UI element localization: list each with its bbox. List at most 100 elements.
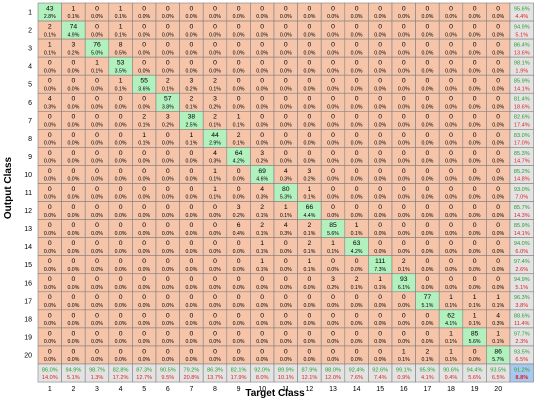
cell-count: 3 <box>331 276 335 283</box>
cell-percent: 0.0% <box>185 339 197 345</box>
cell-count: 0 <box>142 5 146 12</box>
cell-percent: 0.0% <box>492 249 504 255</box>
cell-count: 6 <box>237 222 241 229</box>
cell-percent: 0.0% <box>421 339 433 345</box>
cell-count: 3 <box>190 78 194 85</box>
cell-percent: 0.1% <box>280 213 292 219</box>
cell-percent: 0.0% <box>115 357 127 363</box>
cell-count: 1 <box>331 240 335 247</box>
cell-count: 0 <box>331 5 335 12</box>
cell-percent: 0.2% <box>303 177 315 183</box>
cell-count: 63 <box>353 240 361 247</box>
cell-percent: 0.0% <box>162 267 174 273</box>
cell-percent: 0.1% <box>67 14 79 20</box>
cell-count: 0 <box>72 312 76 319</box>
cell-count: 0 <box>449 276 453 283</box>
cell-percent: 0.0% <box>209 231 221 237</box>
cell-percent: 0.0% <box>374 231 386 237</box>
cell-count: 0 <box>72 78 76 85</box>
cell-percent: 0.2% <box>67 50 79 56</box>
cell-percent: 0.0% <box>351 321 363 327</box>
cell-count: 0 <box>284 5 288 12</box>
cell-percent: 0.2% <box>233 213 245 219</box>
cell-percent: 0.0% <box>421 32 433 38</box>
cell-count: 1 <box>402 348 406 355</box>
cell-count: 0 <box>449 186 453 193</box>
cell-count: 0 <box>473 23 477 30</box>
cell-percent: 0.0% <box>185 68 197 74</box>
cell-percent: 0.0% <box>138 177 150 183</box>
cell-percent: 0.0% <box>374 303 386 309</box>
cell-count: 0 <box>355 258 359 265</box>
cell-count: 0 <box>331 312 335 319</box>
col-accuracy: 90.6% <box>443 367 459 373</box>
cell-count: 0 <box>95 186 99 193</box>
cell-percent: 0.0% <box>280 285 292 291</box>
cell-count: 0 <box>284 348 288 355</box>
cell-count: 0 <box>213 330 217 337</box>
cell-count: 0 <box>284 276 288 283</box>
cell-percent: 0.1% <box>185 104 197 110</box>
cell-percent: 0.0% <box>421 14 433 20</box>
cell-percent: 0.0% <box>280 86 292 92</box>
cell-count: 0 <box>95 348 99 355</box>
cell-count: 0 <box>72 114 76 121</box>
cell-count: 0 <box>166 150 170 157</box>
cell-percent: 0.0% <box>374 177 386 183</box>
col-error: 12.7% <box>136 375 152 381</box>
cell-count: 0 <box>166 330 170 337</box>
cell-percent: 0.0% <box>44 141 56 147</box>
cell-percent: 0.0% <box>327 14 339 20</box>
cell-percent: 0.0% <box>162 339 174 345</box>
y-tick-label: 8 <box>28 136 32 143</box>
cell-count: 0 <box>237 330 241 337</box>
cell-count: 0 <box>473 222 477 229</box>
cell-count: 0 <box>355 150 359 157</box>
cell-count: 0 <box>119 114 123 121</box>
cell-count: 0 <box>378 222 382 229</box>
cell-count: 85 <box>329 222 337 229</box>
cell-count: 0 <box>119 222 123 229</box>
cell-percent: 0.0% <box>91 159 103 165</box>
cell-count: 0 <box>48 222 52 229</box>
cell-count: 0 <box>72 96 76 103</box>
cell-percent: 0.0% <box>162 357 174 363</box>
cell-percent: 0.0% <box>44 68 56 74</box>
cell-percent: 0.0% <box>44 86 56 92</box>
cell-percent: 0.0% <box>492 195 504 201</box>
cell-percent: 0.0% <box>374 14 386 20</box>
cell-percent: 0.0% <box>185 50 197 56</box>
cell-percent: 0.0% <box>67 177 79 183</box>
cell-percent: 0.0% <box>91 285 103 291</box>
cell-count: 0 <box>402 114 406 121</box>
cell-percent: 0.1% <box>138 123 150 129</box>
x-tick-label: 7 <box>189 386 193 393</box>
cell-percent: 0.0% <box>115 123 127 129</box>
cell-percent: 0.0% <box>162 285 174 291</box>
cell-count: 0 <box>496 186 500 193</box>
cell-percent: 0.0% <box>492 267 504 273</box>
col-accuracy: 82.1% <box>231 367 247 373</box>
cell-count: 0 <box>331 78 335 85</box>
cell-count: 0 <box>72 240 76 247</box>
cell-percent: 0.0% <box>398 104 410 110</box>
row-accuracy: 85.3% <box>514 151 530 157</box>
x-tick-label: 14 <box>353 386 361 393</box>
col-accuracy: 95.9% <box>419 367 435 373</box>
cell-percent: 0.2% <box>209 104 221 110</box>
cell-count: 0 <box>142 168 146 175</box>
cell-percent: 0.0% <box>44 249 56 255</box>
cell-percent: 0.3% <box>280 231 292 237</box>
cell-percent: 0.0% <box>67 357 79 363</box>
cell-percent: 0.0% <box>209 303 221 309</box>
cell-count: 3 <box>260 150 264 157</box>
cell-percent: 0.0% <box>469 231 481 237</box>
cell-percent: 0.0% <box>492 68 504 74</box>
cell-percent: 0.0% <box>256 68 268 74</box>
cell-percent: 0.0% <box>233 339 245 345</box>
cell-count: 0 <box>473 5 477 12</box>
cell-percent: 0.0% <box>445 213 457 219</box>
cell-percent: 0.0% <box>303 303 315 309</box>
cell-percent: 0.0% <box>327 159 339 165</box>
cell-count: 0 <box>331 114 335 121</box>
